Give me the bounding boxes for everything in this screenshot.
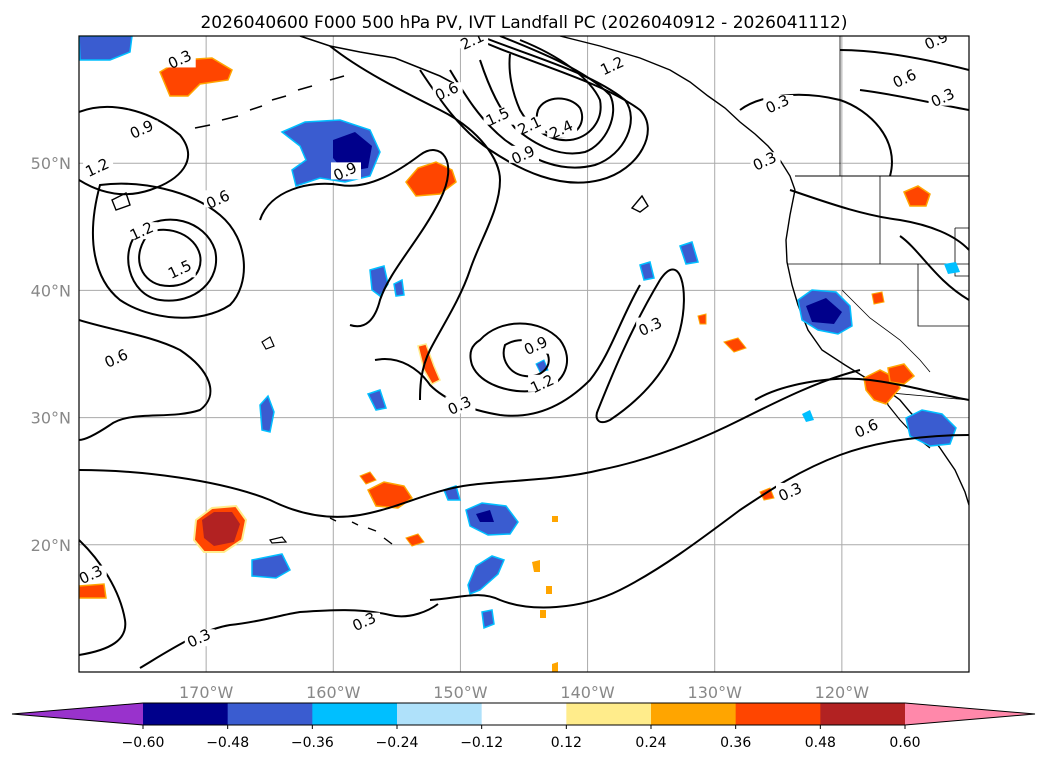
colorbar-tick-label: −0.60 bbox=[122, 735, 165, 751]
latitude-tick-label: 50°N bbox=[31, 154, 71, 173]
colorbar-segment bbox=[143, 703, 229, 725]
colorbar-tick-label: 0.60 bbox=[889, 735, 920, 751]
contour-label-bg bbox=[528, 374, 559, 392]
longitude-tick-label: 170°W bbox=[179, 683, 234, 702]
contour-label-bg bbox=[165, 260, 196, 278]
contour-label-bg bbox=[928, 88, 959, 106]
colorbar-segment bbox=[820, 703, 906, 725]
latitude-tick-labels: 50°N 40°N 30°N 20°N bbox=[31, 154, 71, 555]
latitude-tick-label: 30°N bbox=[31, 409, 71, 428]
longitude-tick-label: 150°W bbox=[433, 683, 488, 702]
colorbar-tick-label: −0.48 bbox=[206, 735, 249, 751]
colorbar-tick-label: 0.48 bbox=[805, 735, 836, 751]
contour-label-bg bbox=[79, 565, 107, 583]
colorbar: −0.60 −0.48 −0.36 −0.24 −0.12 0.12 0.24 0.36 0.4… bbox=[11, 702, 1036, 751]
contour-label-bg bbox=[127, 222, 158, 240]
longitude-tick-label: 140°W bbox=[560, 683, 615, 702]
colorbar-tick-label: −0.12 bbox=[460, 735, 503, 751]
contour-label-bg bbox=[165, 50, 196, 68]
figure-title: 2026040600 F000 500 hPa PV, IVT Landfall… bbox=[200, 13, 847, 33]
contour-label-bg bbox=[203, 190, 234, 208]
latitude-tick-label: 20°N bbox=[31, 536, 71, 555]
colorbar-segment bbox=[651, 703, 737, 725]
longitude-tick-labels: 170°W 160°W 150°W 140°W 130°W 120°W bbox=[179, 683, 869, 702]
contour-label-bg bbox=[922, 36, 953, 49]
contour-label-bg bbox=[750, 152, 781, 170]
colorbar-segment bbox=[397, 703, 483, 725]
contour-label-bg bbox=[763, 94, 794, 112]
contour-label-bg bbox=[547, 120, 578, 138]
longitude-tick-label: 130°W bbox=[688, 683, 743, 702]
gridlines bbox=[79, 36, 969, 672]
contour-label-bg bbox=[515, 116, 546, 134]
colorbar-segment bbox=[312, 703, 398, 725]
contour-label-bg bbox=[890, 69, 921, 87]
colorbar-segment bbox=[566, 703, 652, 725]
colorbar-tick-label: −0.24 bbox=[376, 735, 419, 751]
contour-label-bg bbox=[127, 120, 158, 138]
contour-label-bg bbox=[598, 56, 628, 74]
contour-label-bg bbox=[83, 158, 114, 176]
colorbar-tick-label: 0.12 bbox=[551, 735, 582, 751]
contour-label-bg bbox=[350, 612, 381, 630]
map-content: 0.30.62.11.21.5 2.1 2.40.90.91.2 0.90.61.21… bbox=[79, 36, 969, 672]
colorbar-extend-max bbox=[905, 703, 1035, 725]
contour-label-bg bbox=[483, 107, 514, 125]
latitude-tick-label: 40°N bbox=[31, 281, 71, 300]
colorbar-tick-label: 0.24 bbox=[635, 735, 666, 751]
colorbar-extend-min bbox=[12, 703, 143, 725]
colorbar-segment bbox=[481, 703, 567, 725]
contour-label-bg bbox=[445, 396, 476, 414]
longitude-tick-label: 160°W bbox=[306, 683, 361, 702]
contour-label-bg bbox=[184, 629, 215, 647]
contour-label-bg bbox=[776, 482, 806, 500]
map-background bbox=[79, 36, 969, 672]
contour-label-bg bbox=[102, 349, 133, 367]
colorbar-tick-label: −0.36 bbox=[291, 735, 334, 751]
contour-label-bg bbox=[331, 162, 361, 180]
map-frame bbox=[78, 35, 970, 673]
contour-label-bg bbox=[509, 145, 539, 163]
longitude-tick-label: 120°W bbox=[815, 683, 870, 702]
pv-contours bbox=[79, 36, 969, 669]
contour-label-bg bbox=[432, 82, 463, 100]
contour-label-bg bbox=[458, 36, 489, 49]
colorbar-segment bbox=[227, 703, 313, 725]
colorbar-tick-label: 0.36 bbox=[720, 735, 751, 751]
contour-label-bg bbox=[521, 336, 552, 354]
contour-label-bg bbox=[636, 317, 667, 335]
contour-label-bg bbox=[852, 419, 883, 437]
colorbar-segment bbox=[735, 703, 821, 725]
contour-labels: 0.30.62.11.21.5 2.1 2.40.90.91.2 0.90.61.21… bbox=[79, 36, 959, 652]
